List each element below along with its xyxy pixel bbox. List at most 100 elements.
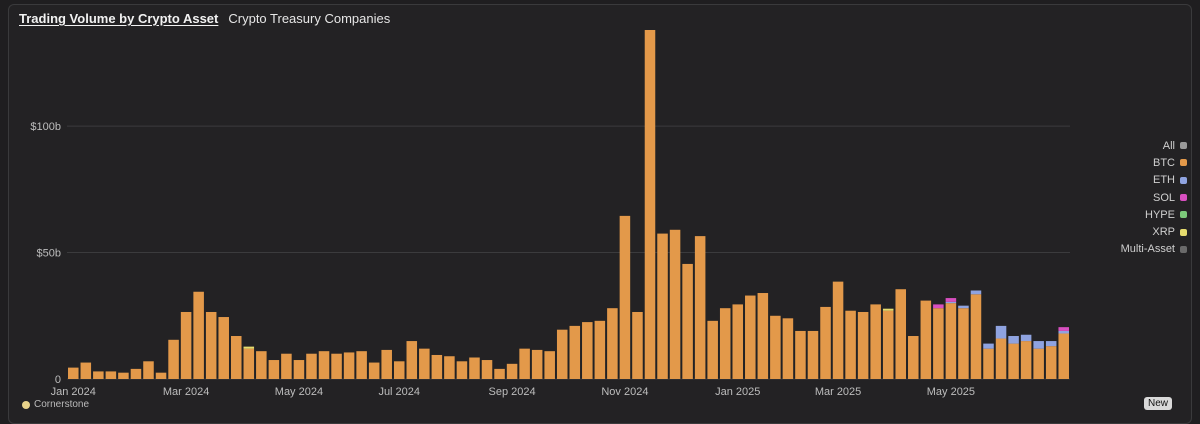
bar-eth: [958, 305, 969, 309]
bar-btc: [444, 356, 455, 379]
legend-item-multi-asset[interactable]: Multi-Asset: [1121, 241, 1187, 258]
bar-eth: [995, 325, 1007, 339]
tab-bar: Trading Volume by Crypto Asset Crypto Tr…: [19, 11, 390, 26]
bar-btc: [118, 372, 129, 379]
x-tick-label: Mar 2024: [163, 386, 209, 398]
bar-eth: [983, 343, 994, 349]
bar-btc: [130, 368, 142, 379]
tab-crypto-treasury[interactable]: Crypto Treasury Companies: [228, 11, 391, 26]
bar-btc: [205, 311, 217, 379]
bar-btc: [218, 317, 229, 379]
bar-btc: [1008, 343, 1019, 379]
bar-btc: [795, 330, 806, 379]
bar-btc: [105, 371, 117, 379]
bar-btc: [644, 30, 656, 379]
legend-item-sol[interactable]: SOL: [1121, 189, 1187, 206]
legend-item-hype[interactable]: HYPE: [1121, 206, 1187, 223]
legend-label: Multi-Asset: [1120, 243, 1175, 256]
bar-btc: [306, 353, 317, 379]
bar-btc: [657, 233, 668, 379]
bar-btc: [682, 263, 693, 379]
bar-btc: [732, 304, 744, 379]
bar-btc: [870, 304, 881, 379]
bar-eth: [1020, 334, 1032, 342]
new-badge: New: [1144, 397, 1173, 410]
bar-sol: [1058, 327, 1069, 331]
bar-btc: [845, 310, 856, 379]
legend-swatch: [1180, 228, 1187, 236]
bar-btc: [970, 294, 982, 379]
bar-btc: [343, 352, 355, 379]
legend-item-eth[interactable]: ETH: [1121, 172, 1187, 189]
y-tick-label: $100b: [30, 121, 61, 133]
bar-btc: [757, 293, 769, 379]
y-tick-label: 0: [55, 374, 61, 386]
bar-btc: [958, 308, 969, 379]
bar-btc: [268, 360, 280, 379]
bar-eth: [1045, 341, 1057, 347]
bar-btc: [582, 322, 593, 379]
legend-item-xrp[interactable]: XRP: [1121, 223, 1187, 240]
bar-btc: [230, 336, 242, 379]
bar-btc: [745, 295, 756, 379]
bar-btc: [719, 308, 731, 379]
tab-trading-volume[interactable]: Trading Volume by Crypto Asset: [19, 11, 219, 26]
bar-btc: [469, 357, 480, 379]
bar-btc: [519, 348, 530, 379]
bar-btc: [168, 339, 179, 379]
legend-item-btc[interactable]: BTC: [1121, 154, 1187, 171]
bar-btc: [857, 311, 869, 379]
bar-btc: [908, 336, 919, 379]
bar-btc: [419, 348, 430, 379]
bar-btc: [431, 354, 443, 379]
bar-btc: [1058, 333, 1069, 379]
bar-btc: [456, 361, 468, 379]
bar-btc: [983, 348, 994, 379]
legend-label: SOL: [1152, 191, 1175, 204]
bar-btc: [669, 229, 681, 379]
bar-btc: [318, 351, 330, 379]
bar-btc: [895, 289, 907, 379]
legend-item-all[interactable]: All: [1121, 137, 1187, 154]
x-tick-label: Jul 2024: [378, 386, 420, 398]
x-tick-label: May 2025: [927, 386, 975, 398]
bar-btc: [782, 318, 794, 379]
bar-btc: [531, 349, 543, 379]
bar-btc: [694, 236, 706, 379]
legend-label: HYPE: [1145, 208, 1175, 221]
footer: Cornerstone: [22, 399, 89, 410]
legend-swatch: [1180, 194, 1187, 202]
bar-chart: 0 $50b $100b Jan 2024 Mar 2024 May 2024 Jul 20…: [30, 30, 1070, 398]
x-tick-label: Nov 2024: [601, 386, 648, 398]
bar-btc: [707, 320, 718, 379]
bar-sol: [945, 298, 957, 302]
bar-btc: [556, 329, 568, 379]
x-tick-label: Jan 2025: [715, 386, 760, 398]
bar-btc: [607, 308, 618, 379]
bar-btc: [356, 351, 367, 379]
bar-btc: [544, 351, 555, 379]
bar-xrp: [243, 346, 255, 349]
legend-swatch: [1180, 245, 1187, 253]
bar-eth: [1033, 341, 1044, 349]
bar-btc: [995, 338, 1007, 379]
bar-btc: [143, 361, 154, 379]
legend-label: BTC: [1153, 156, 1175, 169]
legend: All BTC ETH SOL HYPE XRP Multi-Asset: [1121, 137, 1187, 258]
bar-btc: [494, 368, 505, 379]
legend-label: XRP: [1152, 226, 1175, 239]
bar-btc: [481, 360, 493, 379]
bar-btc: [945, 303, 957, 379]
bar-btc: [619, 215, 631, 379]
bar-eth: [970, 290, 982, 295]
bar-btc: [506, 363, 518, 379]
legend-label: ETH: [1153, 174, 1175, 187]
bar-btc: [406, 341, 418, 379]
bar-btc: [1033, 348, 1044, 379]
bar-btc: [180, 311, 192, 379]
bar-btc: [569, 325, 581, 379]
x-tick-label: Mar 2025: [815, 386, 861, 398]
bar-btc: [281, 353, 292, 379]
bar-btc: [832, 281, 844, 379]
bar-btc: [331, 353, 342, 379]
